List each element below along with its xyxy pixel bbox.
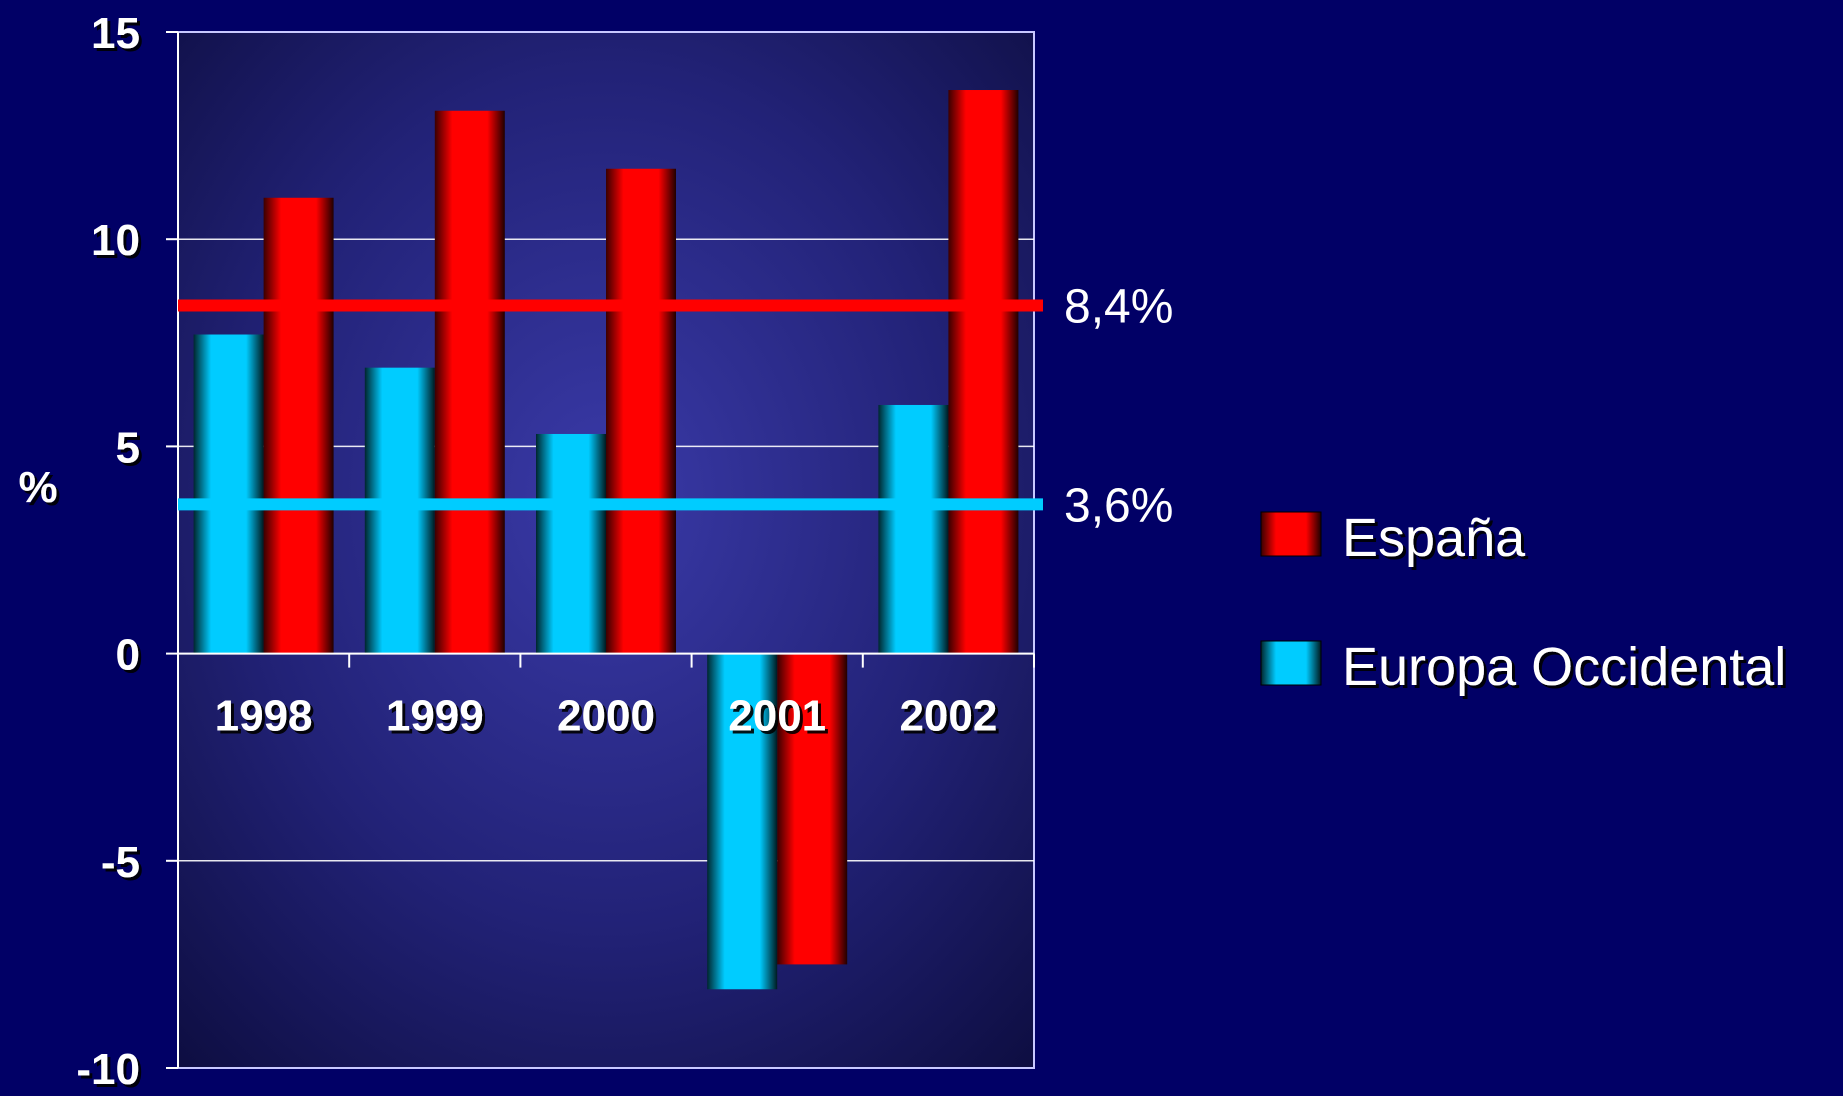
bar-europa-2002 xyxy=(878,404,949,654)
y-tick-label: 5 xyxy=(116,423,140,472)
reference-lines: 8,4% 3,6% xyxy=(178,281,1173,532)
y-tick-label: 10 xyxy=(91,216,140,265)
y-tick-labels: 15 10 5 0 -5 -10 xyxy=(76,9,140,1094)
bar-espana-2002 xyxy=(948,90,1019,654)
bar-europa-1998 xyxy=(193,334,264,654)
bars xyxy=(193,90,1019,990)
y-tick-label: -5 xyxy=(101,838,140,887)
bar-europa-2001 xyxy=(707,653,778,990)
bar-espana-1999 xyxy=(434,110,505,654)
bar-espana-2000 xyxy=(606,168,676,654)
y-tick-label: 15 xyxy=(91,9,140,58)
y-axis-label: % xyxy=(18,463,57,512)
average-label-europa: 3,6% xyxy=(1064,479,1173,532)
category-label-2000: 2000 xyxy=(557,692,655,741)
category-label-1998: 1998 xyxy=(215,692,313,741)
legend-item-europa: Europa Occidental xyxy=(1260,637,1786,697)
bar-europa-2000 xyxy=(536,433,606,654)
legend-swatch-espana xyxy=(1260,511,1322,557)
axes xyxy=(166,31,1035,1069)
category-label-1999: 1999 xyxy=(386,692,484,741)
legend-label-europa: Europa Occidental xyxy=(1342,637,1786,697)
y-tick-label: 0 xyxy=(116,631,140,680)
legend-label-espana: España xyxy=(1342,508,1526,568)
y-tick-label: -10 xyxy=(76,1045,140,1094)
category-label-2002: 2002 xyxy=(899,692,997,741)
average-label-espana: 8,4% xyxy=(1064,281,1173,334)
legend-swatch-europa xyxy=(1260,640,1322,686)
category-label-2001: 2001 xyxy=(728,692,826,741)
bar-espana-1998 xyxy=(263,197,334,654)
legend-item-espana: España xyxy=(1260,508,1526,568)
legend: España Europa Occidental xyxy=(1260,508,1786,697)
bar-espana-2001 xyxy=(777,653,848,965)
category-labels: 1998 1999 2000 2001 2002 xyxy=(215,692,998,741)
bar-europa-1999 xyxy=(364,367,435,654)
